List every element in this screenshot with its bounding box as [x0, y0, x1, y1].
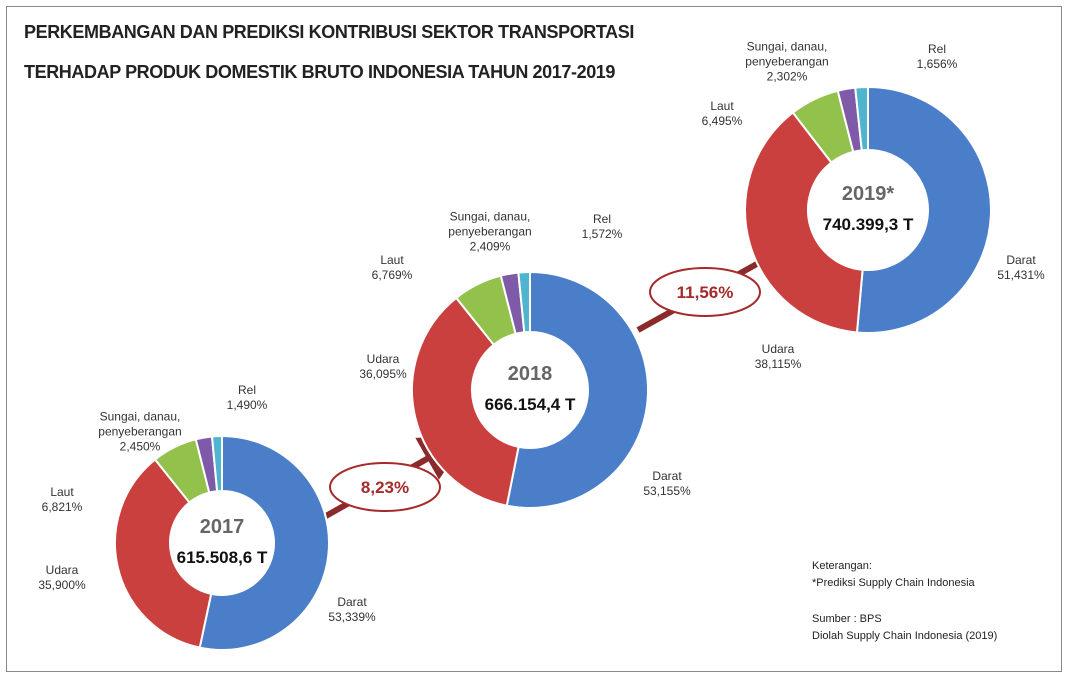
donut-hole: [170, 491, 274, 595]
category-name: Rel: [592, 212, 611, 226]
segment-label: Udara 38,115%: [723, 342, 833, 372]
value-label: 1,490%: [226, 398, 268, 412]
segment-label: Laut 6,769%: [337, 253, 447, 283]
value-label: 35,900%: [38, 578, 86, 592]
segment-label: Sungai, danau, penyeberangan 2,450%: [85, 410, 195, 455]
title-line: TERHADAP PRODUK DOMESTIK BRUTO INDONESIA…: [24, 62, 616, 82]
source: Diolah Supply Chain Indonesia (2019): [812, 630, 998, 642]
center-year: 2017: [200, 516, 245, 538]
value-label: 1,572%: [581, 227, 623, 241]
growth-label: 11,56%: [677, 283, 734, 302]
value-label: 2,450%: [119, 439, 161, 454]
segment-label: Laut 6,821%: [7, 485, 117, 515]
category-name: Udara: [366, 352, 400, 366]
category-name: Udara: [45, 563, 79, 577]
value-label: 38,115%: [754, 357, 802, 371]
segment-label: Udara 35,900%: [7, 563, 117, 593]
category-name: Laut: [380, 253, 404, 267]
center-total: 740.399,3 T: [823, 215, 914, 234]
category-name: Sungai, danau, penyeberangan: [98, 409, 182, 439]
donut-hole: [808, 150, 928, 270]
value-label: 6,821%: [41, 500, 83, 514]
growth-label: 8,23%: [361, 478, 409, 497]
growth-oval: [329, 462, 441, 512]
category-name: Rel: [927, 42, 946, 56]
segment-label: Darat 53,339%: [297, 595, 407, 625]
category-name: Laut: [50, 485, 74, 499]
segment-label: Sungai, danau, penyeberangan 2,302%: [732, 40, 842, 85]
category-name: Darat: [652, 469, 682, 483]
category-name: Sungai, danau, penyeberangan: [745, 39, 829, 69]
value-label: 36,095%: [359, 367, 407, 381]
value-label: 6,769%: [371, 268, 413, 282]
category-name: Darat: [1006, 253, 1036, 267]
value-label: 2,409%: [469, 239, 511, 254]
segment-label: Darat 53,155%: [612, 469, 722, 499]
value-label: 1,656%: [916, 57, 958, 71]
segment-label: Darat 51,431%: [966, 253, 1070, 283]
note: *Prediksi Supply Chain Indonesia: [812, 577, 975, 589]
center-total: 615.508,6 T: [177, 548, 268, 567]
value-label: 53,155%: [643, 484, 691, 498]
center-year: 2018: [508, 363, 553, 385]
title-line: PERKEMBANGAN DAN PREDIKSI KONTRIBUSI SEK…: [24, 22, 634, 42]
frame: [6, 6, 1062, 672]
category-name: Rel: [237, 383, 256, 397]
growth-oval: [649, 267, 761, 317]
segment-label: Laut 6,495%: [667, 99, 777, 129]
value-label: 51,431%: [997, 268, 1045, 282]
segment-label: Udara 36,095%: [328, 352, 438, 382]
category-name: Sungai, danau, penyeberangan: [448, 209, 532, 239]
segment-label: Rel 1,572%: [547, 212, 657, 242]
segment-label: Rel 1,490%: [192, 383, 302, 413]
source: Sumber : BPS: [812, 613, 882, 625]
value-label: 53,339%: [328, 610, 376, 624]
segment-label: Rel 1,656%: [882, 42, 992, 72]
center-total: 666.154,4 T: [485, 395, 576, 414]
value-label: 2,302%: [766, 69, 808, 84]
center-year: 2019*: [842, 183, 894, 205]
category-name: Darat: [337, 595, 367, 609]
donut-hole: [472, 332, 588, 448]
category-name: Laut: [710, 99, 734, 113]
donut-segment: [114, 458, 213, 649]
note-heading: Keterangan:: [812, 560, 872, 572]
value-label: 6,495%: [701, 114, 743, 128]
category-name: Udara: [761, 342, 795, 356]
segment-label: Sungai, danau, penyeberangan 2,409%: [435, 210, 545, 255]
